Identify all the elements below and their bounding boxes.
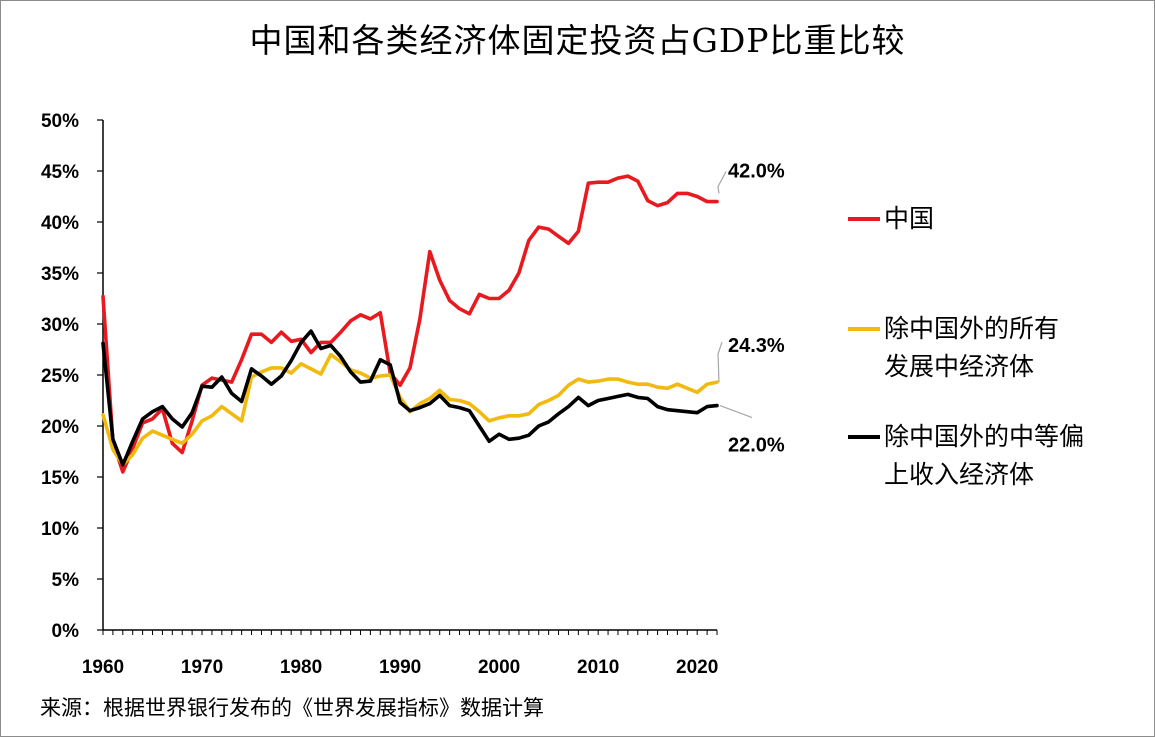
y-tick-label: 0% xyxy=(52,621,80,642)
x-tick-label: 2020 xyxy=(676,657,718,678)
y-tick-label: 40% xyxy=(41,213,79,234)
legend-swatch-upper-middle-ex-china xyxy=(848,435,880,439)
chart-title: 中国和各类经济体固定投资占GDP比重比较 xyxy=(249,21,906,60)
y-tick-label: 25% xyxy=(41,366,79,387)
axes: 0% 5% 10% 15% 20% 25% 30% 35% 40% 45% 50% 1960 1970 1… xyxy=(41,111,718,678)
x-tick-label: 1970 xyxy=(181,657,223,678)
legend-item-china: 中国 xyxy=(848,200,934,238)
y-tick-label: 20% xyxy=(41,417,79,438)
x-tick-label: 2010 xyxy=(577,657,619,678)
end-labels: 42.0% 24.3% 22.0% xyxy=(717,161,785,457)
legend-label-china: 中国 xyxy=(884,204,935,233)
y-tick-label: 35% xyxy=(41,264,79,285)
end-label: 24.3% xyxy=(728,335,785,357)
y-tick-label: 50% xyxy=(41,111,79,132)
legend-item-upper-middle-ex-china: 除中国外的中等偏 上收入经济体 xyxy=(848,418,1084,494)
y-tick-label: 15% xyxy=(41,468,79,489)
end-label-leader xyxy=(717,171,727,194)
x-tick-label: 2000 xyxy=(478,657,520,678)
end-label-leader xyxy=(719,405,753,419)
end-label-leader xyxy=(717,341,723,383)
y-tick-label: 45% xyxy=(41,162,79,183)
series-layer xyxy=(101,174,719,474)
y-tick-label: 5% xyxy=(52,570,80,591)
legend-swatch-developing-ex-china xyxy=(848,327,880,331)
legend-label-upper-middle-ex-china: 除中国外的中等偏 上收入经济体 xyxy=(884,422,1085,489)
legend-item-developing-ex-china: 除中国外的所有 发展中经济体 xyxy=(848,310,1059,386)
x-tick-label: 1980 xyxy=(280,657,322,678)
series-line-china xyxy=(101,174,719,474)
y-tick-label: 30% xyxy=(41,315,79,336)
end-label: 42.0% xyxy=(728,161,785,183)
end-label: 22.0% xyxy=(728,435,785,457)
series-line-upper-middle-ex-china xyxy=(101,329,719,467)
legend-label-developing-ex-china: 除中国外的所有 发展中经济体 xyxy=(884,314,1060,381)
y-tick-label: 10% xyxy=(41,519,79,540)
x-tick-label: 1960 xyxy=(82,657,124,678)
source-note: 来源：根据世界银行发布的《世界发展指标》数据计算 xyxy=(40,696,544,720)
legend-swatch-china xyxy=(848,217,880,221)
x-tick-label: 1990 xyxy=(379,657,421,678)
